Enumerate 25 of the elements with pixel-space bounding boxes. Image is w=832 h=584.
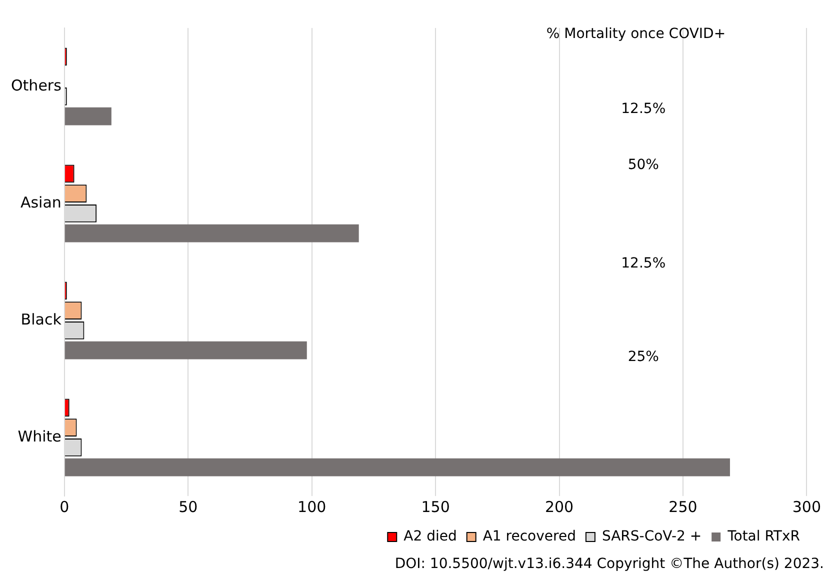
y-tick-label: Black	[20, 310, 62, 328]
x-tick-label: 150	[421, 498, 450, 516]
bar	[64, 458, 730, 476]
legend-label: A1 recovered	[482, 528, 576, 545]
annotation: % Mortality once COVID+	[546, 26, 726, 42]
x-tick-label: 300	[792, 498, 822, 516]
annotation: 12.5%	[621, 100, 666, 117]
y-tick-label: Asian	[20, 193, 62, 212]
x-tick-label: 0	[60, 498, 70, 516]
x-tick-label: 200	[544, 498, 574, 516]
x-tick-label: 50	[178, 498, 198, 516]
text: DOI: 10.5500/wjt.v13.i6.344 Copyright ©The Author(s) 2023.	[394, 555, 824, 574]
bar	[64, 224, 359, 242]
legend-label: Total RTxR	[726, 528, 800, 545]
annotation: 50%	[628, 157, 659, 173]
y-tick-label: White	[18, 427, 62, 446]
annotation: 12.5%	[621, 255, 666, 272]
x-tick-label: 250	[668, 498, 698, 516]
bar	[64, 107, 112, 126]
annotation: 25%	[628, 348, 659, 365]
y-tick-label: Others	[11, 76, 62, 94]
x-tick-label: 100	[298, 498, 326, 516]
legend-label: SARS-CoV-2 +	[602, 528, 702, 545]
legend-label: A2 died	[404, 528, 457, 545]
bar	[64, 341, 307, 360]
